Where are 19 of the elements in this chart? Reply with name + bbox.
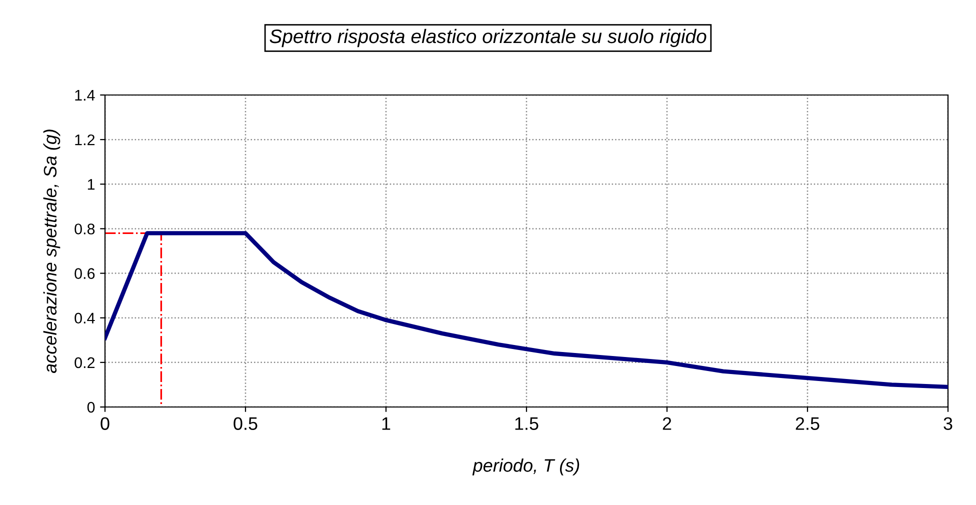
x-tick-label: 2.5 — [796, 417, 820, 430]
y-tick-label: 1.2 — [75, 134, 95, 146]
x-tick-label: 0 — [100, 417, 110, 430]
y-tick-label: 0.6 — [74, 268, 95, 279]
x-tick-label: 0.5 — [234, 417, 258, 430]
y-axis-title: accelerazione spettrale, Sa (g) — [43, 130, 60, 374]
x-tick-label: 3 — [944, 417, 952, 430]
y-tick-label: 0 — [87, 402, 95, 413]
x-tick-label: 1 — [382, 417, 390, 430]
x-axis-title: periodo, T (s) — [472, 458, 580, 476]
y-tick-label: 1 — [88, 179, 95, 190]
y-tick-label: 0.2 — [74, 357, 95, 368]
x-tick-label: 1.5 — [515, 417, 538, 430]
y-tick-label: 0.8 — [74, 224, 95, 234]
y-tick-label: 1.4 — [75, 90, 95, 101]
x-tick-label: 2 — [662, 417, 672, 430]
line-series — [105, 231, 948, 390]
y-tick-label: 0.4 — [74, 312, 95, 324]
chart-title: Spettro risposta elastico orizzontale su suolo rigido — [270, 28, 706, 48]
